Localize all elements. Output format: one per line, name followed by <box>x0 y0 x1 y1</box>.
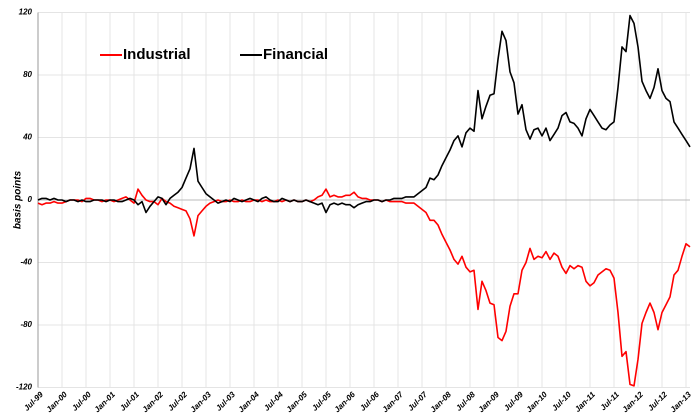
x-tick-label: Jan-12 <box>621 390 646 415</box>
y-tick-label: 120 <box>19 8 33 17</box>
x-tick-label: Jul-09 <box>502 390 525 413</box>
x-tick-label: Jan-13 <box>669 390 692 415</box>
x-tick-label: Jan-11 <box>573 390 597 414</box>
x-tick-label: Jan-06 <box>333 390 358 415</box>
series-line <box>37 188 691 387</box>
y-tick-label: -120 <box>16 383 33 392</box>
x-tick-label: Jul-00 <box>70 390 93 413</box>
x-tick-label: Jan-09 <box>477 390 502 415</box>
legend-label: Financial <box>263 46 328 63</box>
x-tick-label: Jan-01 <box>93 390 118 415</box>
x-tick-label: Jul-06 <box>358 390 381 413</box>
x-tick-label: Jan-02 <box>141 390 166 415</box>
x-tick-label: Jul-99 <box>22 390 45 413</box>
x-tick-label: Jul-11 <box>599 390 622 413</box>
x-tick-label: Jan-04 <box>237 390 262 415</box>
series-line <box>37 14 691 214</box>
x-tick-label: Jan-05 <box>285 390 310 415</box>
legend-label: Industrial <box>123 46 191 63</box>
y-tick-label: 0 <box>28 195 33 204</box>
x-tick-label: Jul-10 <box>550 390 573 413</box>
x-tick-label: Jul-04 <box>262 390 285 413</box>
x-tick-label: Jan-10 <box>525 390 550 415</box>
x-tick-label: Jan-07 <box>381 390 406 415</box>
x-tick-label: Jul-01 <box>118 390 141 413</box>
x-tick-label: Jul-12 <box>646 390 669 413</box>
x-tick-label: Jan-08 <box>429 390 454 415</box>
x-tick-label: Jul-02 <box>166 390 189 413</box>
y-tick-label: 80 <box>23 70 32 79</box>
x-tick-label: Jan-03 <box>189 390 214 415</box>
y-tick-label: 40 <box>22 133 32 142</box>
x-tick-label: Jan-00 <box>45 390 70 415</box>
x-tick-label: Jul-08 <box>454 390 477 413</box>
y-tick-label: -40 <box>20 258 32 267</box>
x-tick-label: Jul-03 <box>214 390 237 413</box>
x-tick-label: Jul-07 <box>406 390 429 413</box>
y-axis-label: basis points <box>13 170 24 229</box>
x-tick-label: Jul-05 <box>310 390 333 413</box>
y-tick-label: -80 <box>20 320 32 329</box>
